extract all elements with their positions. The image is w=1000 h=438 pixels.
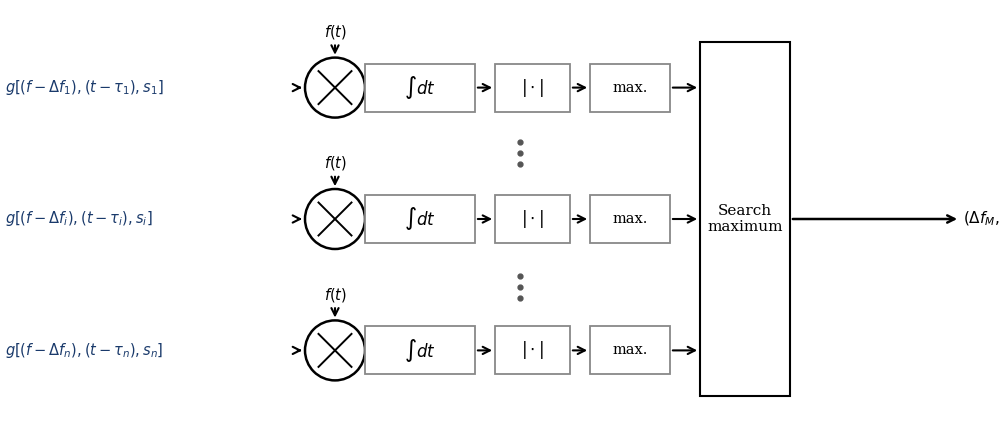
Bar: [590, 195, 670, 243]
Text: $g[(f-\Delta f_1),(t-\tau_1),s_1]$: $g[(f-\Delta f_1),(t-\tau_1),s_1]$: [5, 78, 164, 97]
Text: max.: max.: [612, 81, 648, 95]
Text: $f(t)$: $f(t)$: [324, 154, 346, 172]
Bar: [495, 195, 570, 243]
Bar: [365, 195, 475, 243]
Text: $(\Delta f_M,\tau_M,s_M)$: $(\Delta f_M,\tau_M,s_M)$: [963, 210, 1000, 228]
Bar: [365, 326, 475, 374]
Text: $g[(f-\Delta f_n),(t-\tau_n),s_n]$: $g[(f-\Delta f_n),(t-\tau_n),s_n]$: [5, 341, 164, 360]
Text: $|\cdot|$: $|\cdot|$: [521, 77, 544, 99]
Bar: [700, 42, 790, 396]
Bar: [495, 64, 570, 112]
Bar: [590, 326, 670, 374]
Text: $|\cdot|$: $|\cdot|$: [521, 339, 544, 361]
Text: $\int dt$: $\int dt$: [404, 337, 436, 364]
Bar: [590, 64, 670, 112]
Text: Search
maximum: Search maximum: [707, 204, 783, 234]
Text: $f(t)$: $f(t)$: [324, 23, 346, 41]
Text: $\int dt$: $\int dt$: [404, 74, 436, 101]
Bar: [365, 64, 475, 112]
Bar: [495, 326, 570, 374]
Text: $g[(f-\Delta f_i),(t-\tau_i),s_i]$: $g[(f-\Delta f_i),(t-\tau_i),s_i]$: [5, 209, 153, 229]
Text: max.: max.: [612, 343, 648, 357]
Text: max.: max.: [612, 212, 648, 226]
Text: $f(t)$: $f(t)$: [324, 286, 346, 304]
Text: $|\cdot|$: $|\cdot|$: [521, 208, 544, 230]
Text: $\int dt$: $\int dt$: [404, 205, 436, 233]
